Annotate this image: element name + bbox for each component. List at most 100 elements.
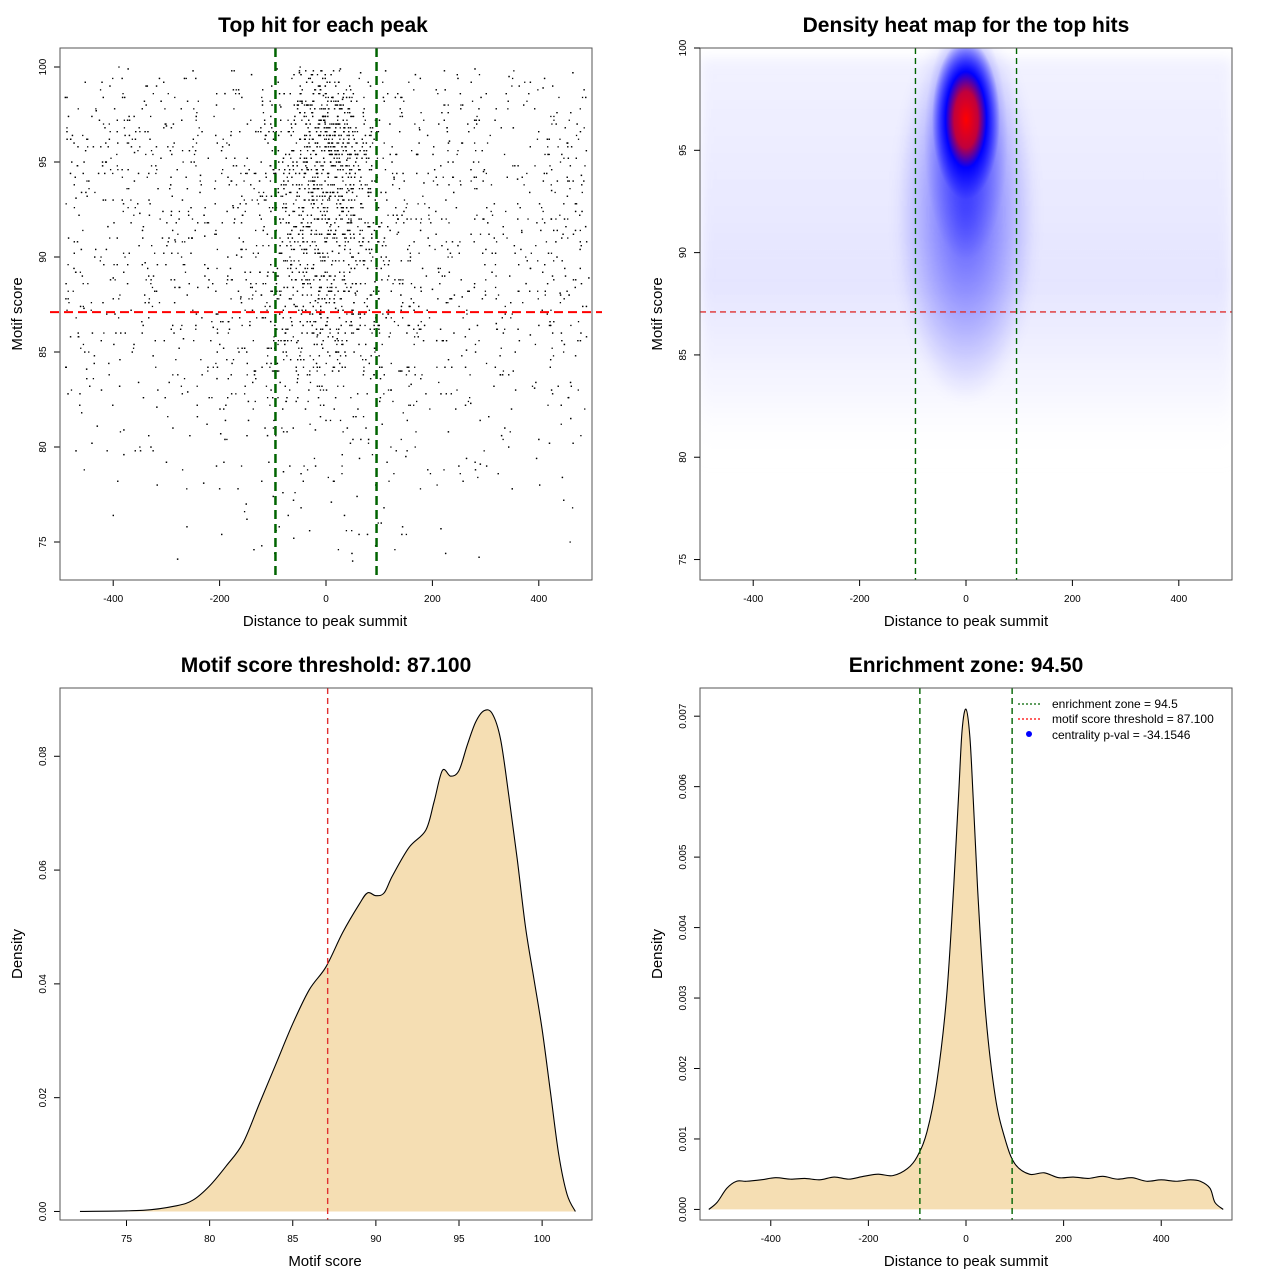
scatter-point [384, 169, 387, 171]
scatter-point [269, 165, 271, 167]
scatter-point [309, 146, 311, 148]
scatter-point [302, 324, 304, 327]
scatter-point [346, 134, 348, 137]
scatter-point [304, 172, 307, 175]
scatter-point [369, 188, 372, 190]
scatter-point [67, 237, 70, 239]
scatter-point [329, 332, 331, 334]
scatter-point [330, 96, 333, 99]
scatter-point [389, 123, 391, 125]
scatter-point [195, 313, 198, 315]
scatter-point [238, 317, 241, 319]
scatter-point [357, 226, 359, 228]
scatter-point [283, 260, 285, 262]
scatter-point [359, 283, 362, 285]
scatter-point [529, 81, 532, 83]
scatter-point [315, 161, 317, 163]
scatter-point [93, 355, 96, 357]
scatter-point [238, 351, 240, 353]
scatter-point [455, 408, 457, 410]
scatter-point [300, 507, 302, 509]
scatter-point [290, 248, 293, 251]
scatter-point [322, 389, 325, 391]
scatter-point [330, 74, 332, 76]
scatter-point [340, 108, 342, 110]
scatter-point [299, 150, 302, 152]
scatter-point [365, 150, 368, 152]
scatter-point [298, 214, 300, 216]
scatter-point [171, 229, 174, 232]
scatter-point [316, 275, 318, 277]
scatter-point [275, 283, 278, 285]
scatter-point [460, 279, 462, 281]
scatter-point [368, 134, 371, 137]
scatter-point [317, 188, 320, 190]
scatter-point [228, 144, 230, 146]
scatter-point [563, 343, 566, 346]
scatter-point [333, 184, 335, 186]
scatter-point [344, 351, 346, 353]
scatter-point [282, 351, 284, 353]
scatter-point [158, 77, 161, 80]
scatter-point [402, 172, 404, 175]
scatter-point [300, 214, 302, 216]
scatter-point [364, 184, 366, 186]
scatter-point [85, 368, 88, 370]
scatter-point [327, 108, 330, 110]
scatter-point [357, 153, 359, 156]
scatter-point [301, 119, 303, 121]
scatter-point [359, 180, 361, 182]
scatter-point [572, 233, 575, 235]
scatter-point [299, 157, 301, 159]
scatter-point [121, 176, 124, 178]
scatter-point [387, 389, 390, 391]
scatter-point [330, 283, 333, 285]
scatter-point [210, 340, 212, 342]
scatter-point [293, 248, 296, 251]
scatter-point [282, 157, 285, 159]
scatter-point [383, 264, 386, 266]
scatter-point [316, 385, 319, 387]
scatter-point [405, 455, 407, 458]
scatter-point [494, 286, 497, 289]
scatter-point [269, 305, 271, 308]
scatter-point [385, 245, 387, 247]
scatter-point [295, 184, 298, 186]
scatter-point [120, 332, 122, 334]
scatter-point [245, 203, 247, 205]
scatter-point [350, 267, 352, 270]
scatter-point [350, 397, 352, 399]
scatter-point [423, 182, 425, 184]
scatter-point [537, 290, 539, 292]
scatter-point [551, 393, 554, 395]
scatter-point [356, 393, 359, 395]
scatter-point [184, 271, 187, 273]
scatter-point [246, 351, 248, 353]
scatter-point [387, 275, 390, 277]
scatter-point [408, 245, 411, 247]
scatter-point [335, 328, 338, 330]
scatter-point [319, 279, 321, 281]
scatter-point [406, 366, 408, 368]
heatmap-xtick-label: 400 [1170, 594, 1187, 605]
scatter-point [344, 245, 346, 247]
scatter-point [310, 233, 312, 235]
scatter-point [341, 233, 344, 235]
scatter-point [279, 245, 281, 247]
scatter-point [559, 294, 562, 296]
scatter-point [344, 248, 346, 251]
scatter-point [509, 431, 511, 433]
scatter-point [287, 180, 289, 182]
scatter-point [485, 362, 488, 365]
scatter-point [529, 290, 531, 292]
scatter-point [266, 275, 269, 277]
scatter-point [354, 292, 357, 294]
scatter-point [148, 275, 150, 277]
scatter-point [272, 397, 274, 399]
scatter-point [84, 150, 87, 152]
scatter-point [276, 290, 278, 292]
scatter-point [549, 324, 551, 327]
scatter-point [339, 127, 341, 129]
distance-density-xtick-label: 200 [1055, 1234, 1072, 1245]
scatter-point [308, 138, 311, 140]
